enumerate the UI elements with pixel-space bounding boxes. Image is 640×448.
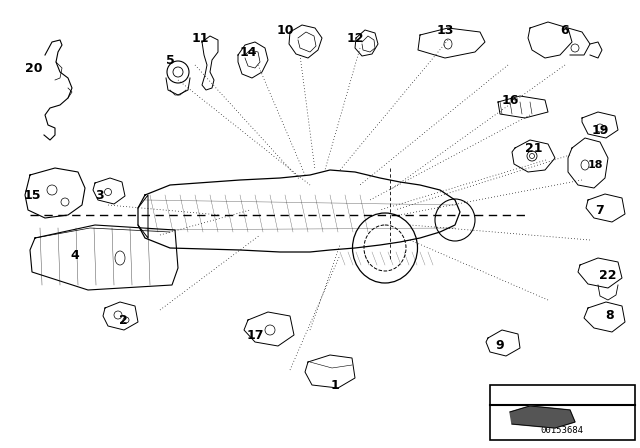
- Text: 5: 5: [166, 53, 174, 66]
- Text: 22: 22: [599, 268, 617, 281]
- Text: 15: 15: [23, 189, 41, 202]
- Text: 16: 16: [501, 94, 518, 107]
- Text: 9: 9: [496, 339, 504, 352]
- Text: 2: 2: [118, 314, 127, 327]
- Text: 4: 4: [70, 249, 79, 262]
- Text: 6: 6: [561, 23, 570, 36]
- Text: 20: 20: [25, 61, 43, 74]
- Text: 11: 11: [191, 31, 209, 44]
- Text: 13: 13: [436, 23, 454, 36]
- Text: 12: 12: [346, 31, 364, 44]
- Bar: [490, 385, 635, 440]
- Text: 21: 21: [525, 142, 543, 155]
- Text: 19: 19: [591, 124, 609, 137]
- Text: 7: 7: [596, 203, 604, 216]
- Text: 1: 1: [331, 379, 339, 392]
- Text: 00153684: 00153684: [541, 426, 584, 435]
- Polygon shape: [510, 406, 575, 428]
- Text: 17: 17: [246, 328, 264, 341]
- Text: 8: 8: [605, 309, 614, 322]
- Text: 3: 3: [96, 189, 104, 202]
- Text: 14: 14: [239, 46, 257, 59]
- Text: 10: 10: [276, 23, 294, 36]
- Text: 18: 18: [588, 160, 603, 170]
